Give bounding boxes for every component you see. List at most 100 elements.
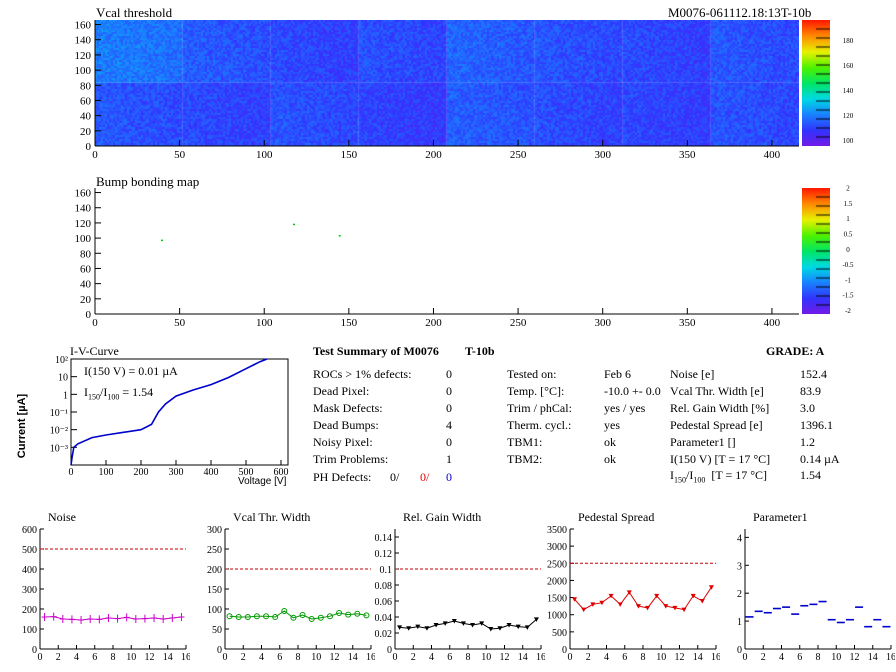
summary-left-label-5: Trim Problems: [313,452,389,466]
bump-x-tick-label-0: 0 [92,317,98,329]
chart-4-x-tick-label-5: 10 [831,652,841,663]
chart-3-point-0 [572,597,578,602]
chart-0-y-tick-label-6: 600 [22,525,37,536]
chart-1-x-tick-label-0: 0 [223,652,228,663]
chart-2-y-tick-label-0: 0 [387,645,392,656]
iv-ylabel: Current [µA] [16,393,29,459]
chart-0-y-tick-label-4: 400 [22,565,37,576]
chart-2-x-tick-label-0: 0 [393,652,398,663]
bump-colorbar-tick-5: 0.5 [844,231,853,239]
bump-bonding-axes: 0 50 100 150 200 250 300 350 4000204060801001201… [75,188,799,329]
chart-1-y-tick-label-1: 50 [212,625,222,636]
vcal-x-tick-label-4: 200 [425,149,442,161]
chart-0-y-tick-label-3: 300 [22,585,37,596]
chart-3-point-15 [708,585,714,590]
bump-y-tick-label-6: 120 [75,218,92,230]
vcal-y-tick-label-3: 60 [80,95,92,107]
iv-ratio-value: = 1.54 [122,385,154,399]
chart-1-point-12 [336,610,343,616]
chart-4-y-tick-label-3: 3 [737,561,742,572]
chart-3-point-14 [699,599,705,604]
module-label: M0076-061112.18:13T-10b [668,5,812,20]
vcal-colorbar-tick-3: 160 [843,62,854,70]
bump-y-tick-label-8: 160 [75,188,92,200]
chart-3-point-6 [626,590,632,595]
chart-3-y-tick-label-0: 0 [562,645,567,656]
ratio-prefix: I [670,468,674,482]
chart-0-point-3 [68,615,75,624]
bump-colorbar-tick-0: -2 [845,307,851,315]
chart-1-x-tick-label-5: 10 [311,652,321,663]
chart-3-y-tick-label-2: 1000 [547,611,567,622]
chart-2-point-5 [442,621,448,626]
ph-defects-value-1: 0/ [390,470,400,484]
bump-colorbar-tick-2: -1 [845,276,851,284]
vcal-x-tick-label-7: 350 [679,149,696,161]
chart-1-x-tick-label-4: 8 [296,652,301,663]
vcal-x-tick-label-0: 0 [92,149,98,161]
chart-plot-3: 0 2 4 6 8 10 12 14 16 0 500 1000 1500 2000 2500 3000 350… [547,525,720,663]
chart-1-point-13 [345,611,352,618]
chart-title-2: Rel. Gain Width [403,510,482,524]
chart-0-x-tick-label-1: 2 [56,652,61,663]
summary-left-value-0: 0 [446,367,452,381]
chart-3-point-8 [645,605,651,611]
iv-y-tick-label-0: 10⁻³ [50,443,68,454]
chart-3-point-4 [608,593,614,599]
chart-3-series-line [574,587,712,611]
iv-y-tick-label-1: 10⁻² [50,426,68,437]
chart-0-point-15 [178,613,185,621]
summary-middle-value-2: yes / yes [604,401,646,415]
vcal-x-tick-label-6: 300 [594,149,611,161]
iv-x-tick-label-1: 100 [99,467,114,478]
chart-3-point-9 [654,593,660,599]
bump-x-tick-label-7: 350 [679,317,696,329]
iv-y-tick-label-2: 10⁻¹ [50,408,68,419]
bump-y-tick-label-4: 80 [80,248,92,260]
summary-right-label-1: Vcal Thr. Width [e] [670,384,764,398]
chart-3-point-3 [599,600,605,606]
chart-0-point-4 [78,616,85,624]
ratio-sub2: 100 [693,475,706,485]
chart-1-y-tick-label-2: 100 [207,605,222,616]
chart-2-point-8 [470,623,476,628]
chart-3-point-2 [590,602,596,607]
chart-0-point-0 [41,613,48,621]
chart-1-y-tick-label-5: 250 [207,545,222,556]
summary-right-value-2: 3.0 [800,401,815,415]
ratio-sub1: 150 [674,475,686,485]
chart-0-series-line [44,616,182,621]
chart-2-point-9 [479,621,485,626]
chart-0-x-tick-label-5: 10 [126,652,136,663]
summary-middle-label-5: TBM2: [507,452,543,466]
summary-title: Test Summary of M0076 [313,344,439,358]
chart-plot-2: 0 2 4 6 8 10 12 14 16 0 0.02 0.04 0.06 0.08 0.1 0.12 0.1… [375,529,545,663]
summary-middle-value-1: -10.0 +- 0.0 [604,384,661,398]
chart-1-point-1 [235,614,242,620]
chart-4-x-tick-label-2: 4 [779,652,784,663]
chart-title-3: Pedestal Spread [578,510,655,524]
summary-left-label-0: ROCs > 1% defects: [313,367,412,381]
summary-middle-value-4: ok [604,435,616,449]
chart-0-point-14 [169,614,176,622]
vcal-y-tick-label-7: 140 [75,35,92,47]
chart-4-y-tick-label-2: 2 [737,589,742,600]
chart-1-series-line [229,610,367,620]
chart-3-point-7 [635,604,641,609]
summary-left-value-1: 0 [446,384,452,398]
chart-2-y-tick-label-7: 0.14 [375,533,393,544]
chart-parameter1: Parameter1 0 2 4 6 8 10 12 14 16 0 1 2 3 4 [705,505,895,672]
vcal-y-tick-label-6: 120 [75,50,92,62]
bump-y-tick-label-0: 0 [86,309,92,321]
bump-colorbar-tick-3: -0.5 [842,261,854,269]
chart-3-y-tick-label-3: 1500 [547,594,567,605]
iv-y-tick-label-3: 1 [63,390,68,401]
chart-1-point-3 [253,613,260,620]
summary-right-value-1: 83.9 [800,384,821,398]
chart-3-point-1 [581,607,587,613]
iv-xlabel: Voltage [V] [238,476,287,487]
chart-2-y-tick-label-6: 0.12 [375,549,393,560]
summary-middle-label-3: Therm. cycl.: [507,418,572,432]
summary-middle-value-3: yes [604,418,620,432]
chart-1-point-0 [226,613,233,620]
